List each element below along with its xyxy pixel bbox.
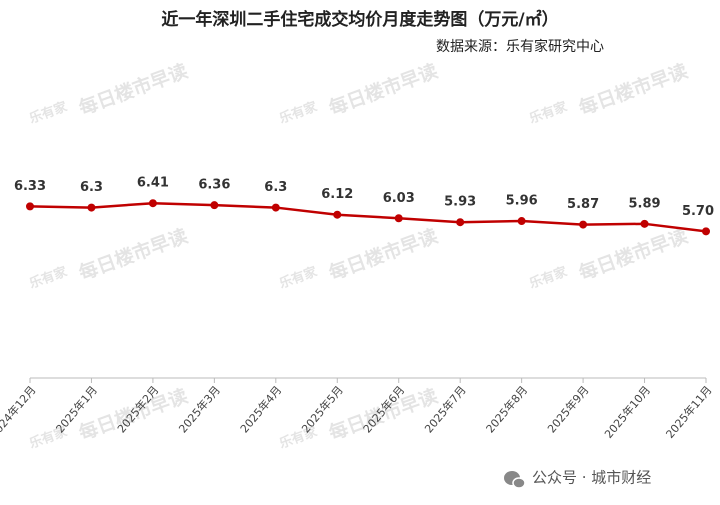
x-tick-label: 2025年8月 [483,383,530,436]
x-tick-label: 2024年12月 [0,383,39,441]
point [702,227,710,236]
watermark: 乐有家 [527,263,570,292]
watermark: 每日楼市早读 [76,59,191,120]
watermark: 每日楼市早读 [326,59,441,120]
footer: 公众号 · 城市财经 [532,469,651,487]
watermark: 乐有家 [277,263,320,292]
watermark: 每日楼市早读 [76,224,191,285]
point [210,201,219,210]
value-label: 5.70 [682,204,714,219]
x-tick-label: 2025年10月 [601,383,653,441]
value-label: 6.33 [14,179,46,194]
watermark: 乐有家 [277,98,320,127]
value-label: 5.93 [444,195,476,210]
line [29,201,707,233]
point [640,219,649,228]
point [456,218,465,227]
chart-subtitle: 数据来源：乐有家研究中心 [436,38,604,55]
watermarks: 乐有家 每日楼市早读 乐有家 每日楼市早读 乐有家 每日楼市早读乐有家 每日楼市早读 乐有家每… [27,59,691,452]
value-label: 6.3 [264,180,287,195]
value-label: 6.36 [198,178,230,193]
point [394,214,403,223]
x-tick-label: 2025年4月 [237,383,284,436]
watermark: 每日楼市早读 [576,224,691,285]
point [26,202,34,211]
point [333,210,342,219]
point [579,220,588,229]
value-label: 6.12 [321,187,353,202]
x-tick-label: 2025年9月 [544,383,591,436]
watermark: 乐有家 [27,263,70,292]
value-label: 5.89 [629,196,661,211]
value-label: 6.03 [383,191,415,206]
value-label: 6.41 [137,176,169,191]
value-label: 6.3 [80,180,103,195]
value-label: 5.96 [506,194,538,209]
wechat-icon [504,471,526,489]
point [87,203,96,212]
chart-title: 近一年深圳二手住宅成交均价月度走势图（万元/㎡） [161,9,558,30]
watermark: 每日楼市早读 [326,224,441,285]
x-tick-label: 2025年11月 [663,383,715,441]
value-label: 5.87 [567,197,599,212]
point [517,217,526,226]
watermark: 每日楼市早读 [576,59,691,120]
point [271,203,280,212]
point [148,199,157,208]
watermark: 乐有家 [27,98,70,127]
watermark: 乐有家 [527,98,570,127]
